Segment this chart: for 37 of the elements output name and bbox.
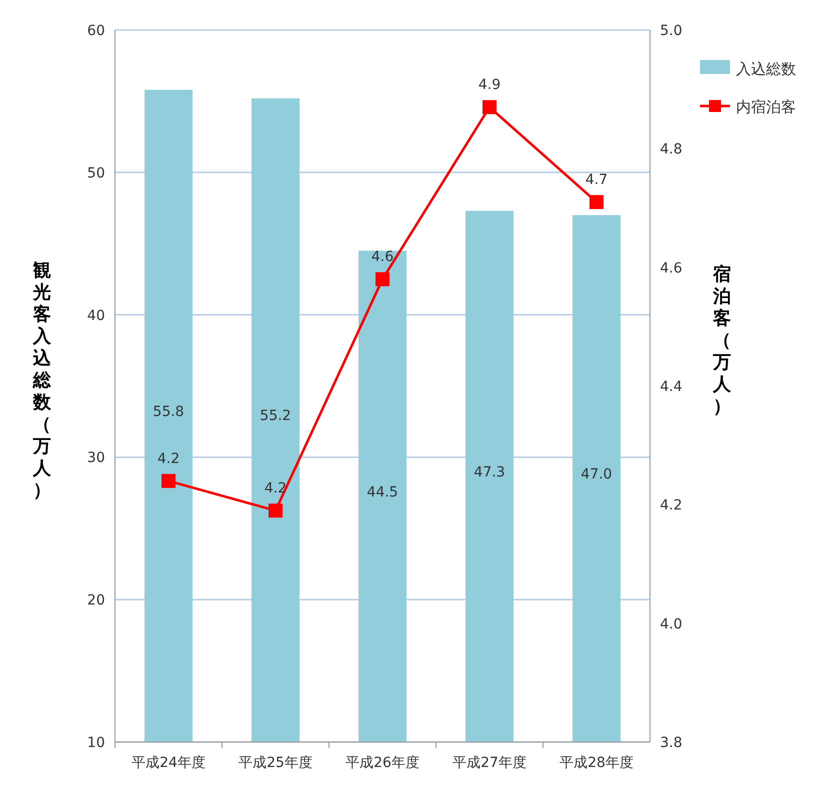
y2-tick-label: 4.8 (660, 142, 682, 158)
y2-axis-title: 宿泊客（万人） (712, 264, 732, 417)
data-label: 47.3 (474, 464, 506, 480)
point (162, 474, 176, 488)
y-tick-label: 60 (87, 23, 105, 39)
y2-tick-label: 4.0 (660, 616, 682, 632)
y-tick-label: 40 (87, 308, 105, 324)
point (376, 272, 390, 286)
data-label: 4.9 (478, 77, 501, 94)
data-label: 44.5 (366, 484, 398, 500)
text: 観光客入込総数（万人） (33, 260, 51, 501)
data-label: 4.2 (157, 450, 180, 467)
data-label: 4.6 (371, 249, 394, 266)
y2-tick-label: 4.6 (660, 260, 682, 276)
x-tick-label: 平成27年度 (452, 755, 526, 771)
data-label: 55.2 (260, 408, 292, 424)
y-tick-label: 10 (87, 735, 105, 751)
x-tick-label: 平成24年度 (132, 755, 206, 771)
y2-tick-label: 4.4 (660, 379, 682, 395)
point (590, 195, 604, 210)
x-tick-label: 平成25年度 (238, 755, 312, 771)
y-tick-label: 50 (87, 165, 105, 182)
data-label: 4.7 (585, 172, 608, 188)
y-tick-label: 20 (87, 592, 105, 609)
y-tick-label: 30 (87, 450, 105, 466)
point (482, 100, 496, 114)
data-label: 55.8 (152, 404, 184, 420)
y2-tick-label: 4.2 (660, 498, 682, 514)
legend-label: 内宿泊客 (736, 98, 796, 116)
data-label: 4.2 (264, 480, 287, 497)
legend-label: 入込総数 (736, 60, 796, 78)
point (268, 504, 282, 518)
x-tick-label: 平成26年度 (346, 755, 420, 771)
x-tick-label: 平成28年度 (560, 755, 634, 771)
data-label: 47.0 (580, 466, 612, 483)
y2-tick-label: 3.8 (660, 735, 682, 751)
y2-tick-label: 5.0 (660, 23, 682, 39)
